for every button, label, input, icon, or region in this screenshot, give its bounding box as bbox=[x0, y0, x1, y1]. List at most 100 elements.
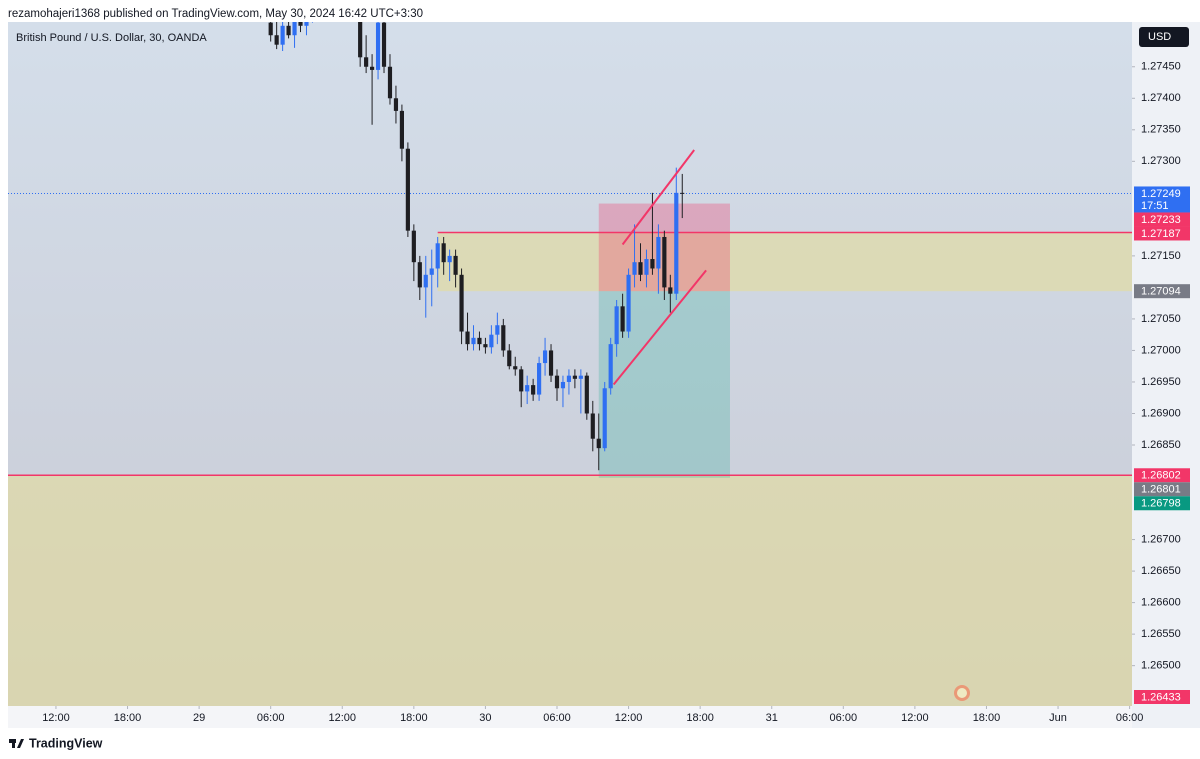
y-tick-label: 1.26950 bbox=[1141, 376, 1181, 388]
x-tick-label: 12:00 bbox=[901, 712, 929, 724]
x-tick-label: 06:00 bbox=[543, 712, 571, 724]
price-label: 1.27233 bbox=[1141, 214, 1181, 226]
candle-body bbox=[495, 325, 500, 335]
x-tick-label: 06:00 bbox=[830, 712, 858, 724]
candle-body bbox=[560, 381, 566, 389]
candle-body bbox=[441, 243, 446, 263]
candle-body bbox=[680, 192, 685, 194]
x-tick-label: 12:00 bbox=[42, 712, 70, 724]
candle-body bbox=[602, 388, 607, 449]
price-label: 1.27187 bbox=[1141, 228, 1181, 240]
candle-body bbox=[471, 337, 476, 345]
publish-info: rezamohajeri1368 published on TradingVie… bbox=[8, 8, 423, 20]
candle-body bbox=[554, 375, 560, 389]
currency-button[interactable] bbox=[1139, 27, 1189, 47]
x-tick-label: 18:00 bbox=[114, 712, 142, 724]
y-tick-label: 1.27300 bbox=[1141, 155, 1181, 167]
price-label-bg bbox=[1134, 226, 1190, 241]
currency-label[interactable]: USD bbox=[1148, 31, 1171, 43]
candle-body bbox=[423, 274, 428, 288]
price-axis-panel bbox=[1132, 22, 1200, 728]
x-tick-label: 31 bbox=[766, 712, 778, 724]
price-label: 1.26798 bbox=[1141, 498, 1181, 510]
candle-body bbox=[525, 385, 530, 392]
candle-body bbox=[280, 25, 285, 45]
x-tick-label: 06:00 bbox=[257, 712, 285, 724]
price-label: 1.27094 bbox=[1141, 286, 1181, 298]
candle-body bbox=[531, 385, 536, 395]
x-tick-label: 29 bbox=[193, 712, 205, 724]
candle-body bbox=[399, 110, 405, 149]
candle-body bbox=[632, 262, 637, 275]
candle-body bbox=[417, 262, 422, 288]
price-label: 1.26801 bbox=[1141, 484, 1181, 496]
y-tick-label: 1.27450 bbox=[1141, 61, 1181, 73]
price-countdown: 17:51 bbox=[1141, 200, 1169, 212]
plot-layer bbox=[8, 22, 1132, 706]
y-tick-label: 1.27400 bbox=[1141, 92, 1181, 104]
candle-body bbox=[465, 331, 470, 345]
candle-body bbox=[638, 262, 643, 275]
candle-body bbox=[268, 22, 273, 36]
y-tick-label: 1.26550 bbox=[1141, 628, 1181, 640]
zone bbox=[437, 232, 1132, 292]
candle-body bbox=[501, 325, 506, 351]
candle-body bbox=[566, 375, 572, 382]
x-tick-label: 18:00 bbox=[686, 712, 714, 724]
candle-body bbox=[364, 57, 369, 67]
candle-body bbox=[537, 363, 542, 395]
candle-body bbox=[620, 306, 625, 332]
candle-body bbox=[453, 255, 458, 275]
candle-body bbox=[614, 306, 619, 345]
x-tick-label: 06:00 bbox=[1116, 712, 1144, 724]
y-tick-label: 1.26900 bbox=[1141, 407, 1181, 419]
time-axis-panel bbox=[8, 706, 1132, 728]
x-tick-label: 18:00 bbox=[400, 712, 428, 724]
footer-brand: TradingView bbox=[29, 736, 103, 750]
candle-body bbox=[674, 192, 679, 294]
candle-body bbox=[411, 230, 416, 263]
symbol-legend: British Pound / U.S. Dollar, 30, OANDA bbox=[16, 32, 207, 44]
candle-body bbox=[274, 35, 279, 45]
y-tick-label: 1.26700 bbox=[1141, 533, 1181, 545]
candle-body bbox=[405, 148, 410, 231]
x-tick-label: 30 bbox=[479, 712, 491, 724]
candle-body bbox=[596, 438, 601, 449]
price-label-bg bbox=[1134, 690, 1190, 704]
candle-body bbox=[298, 22, 303, 26]
candle-body bbox=[387, 66, 393, 99]
price-label: 1.27249 bbox=[1141, 188, 1181, 200]
logo-part bbox=[12, 739, 15, 748]
candle-body bbox=[489, 334, 494, 348]
candle-body bbox=[662, 236, 667, 288]
candle-body bbox=[668, 287, 673, 294]
candle-body bbox=[608, 344, 613, 389]
candle-body bbox=[435, 243, 440, 269]
candle-body bbox=[542, 350, 548, 364]
y-tick-label: 1.26600 bbox=[1141, 597, 1181, 609]
x-tick-label: 12:00 bbox=[328, 712, 356, 724]
candle-body bbox=[381, 22, 387, 67]
y-tick-label: 1.27150 bbox=[1141, 250, 1181, 262]
y-tick-label: 1.27350 bbox=[1141, 124, 1181, 136]
channel-line bbox=[612, 269, 707, 386]
price-label-bg bbox=[1134, 212, 1190, 227]
y-tick-label: 1.26500 bbox=[1141, 660, 1181, 672]
candle-body bbox=[429, 268, 434, 275]
footer-logo bbox=[9, 739, 24, 748]
candle-body bbox=[370, 66, 375, 70]
y-tick-label: 1.26850 bbox=[1141, 439, 1181, 451]
x-tick-label: Jun bbox=[1049, 712, 1067, 724]
candle-body bbox=[304, 22, 309, 26]
candle-body bbox=[292, 22, 297, 36]
y-tick-label: 1.27000 bbox=[1141, 344, 1181, 356]
price-label-bg bbox=[1134, 186, 1190, 213]
candle-body bbox=[519, 369, 524, 392]
candle-body bbox=[477, 337, 482, 345]
logo-part bbox=[17, 739, 24, 748]
price-label-bg bbox=[1134, 496, 1190, 511]
candle-body bbox=[590, 413, 595, 439]
candle-body bbox=[447, 255, 452, 263]
price-label-bg bbox=[1134, 284, 1190, 299]
